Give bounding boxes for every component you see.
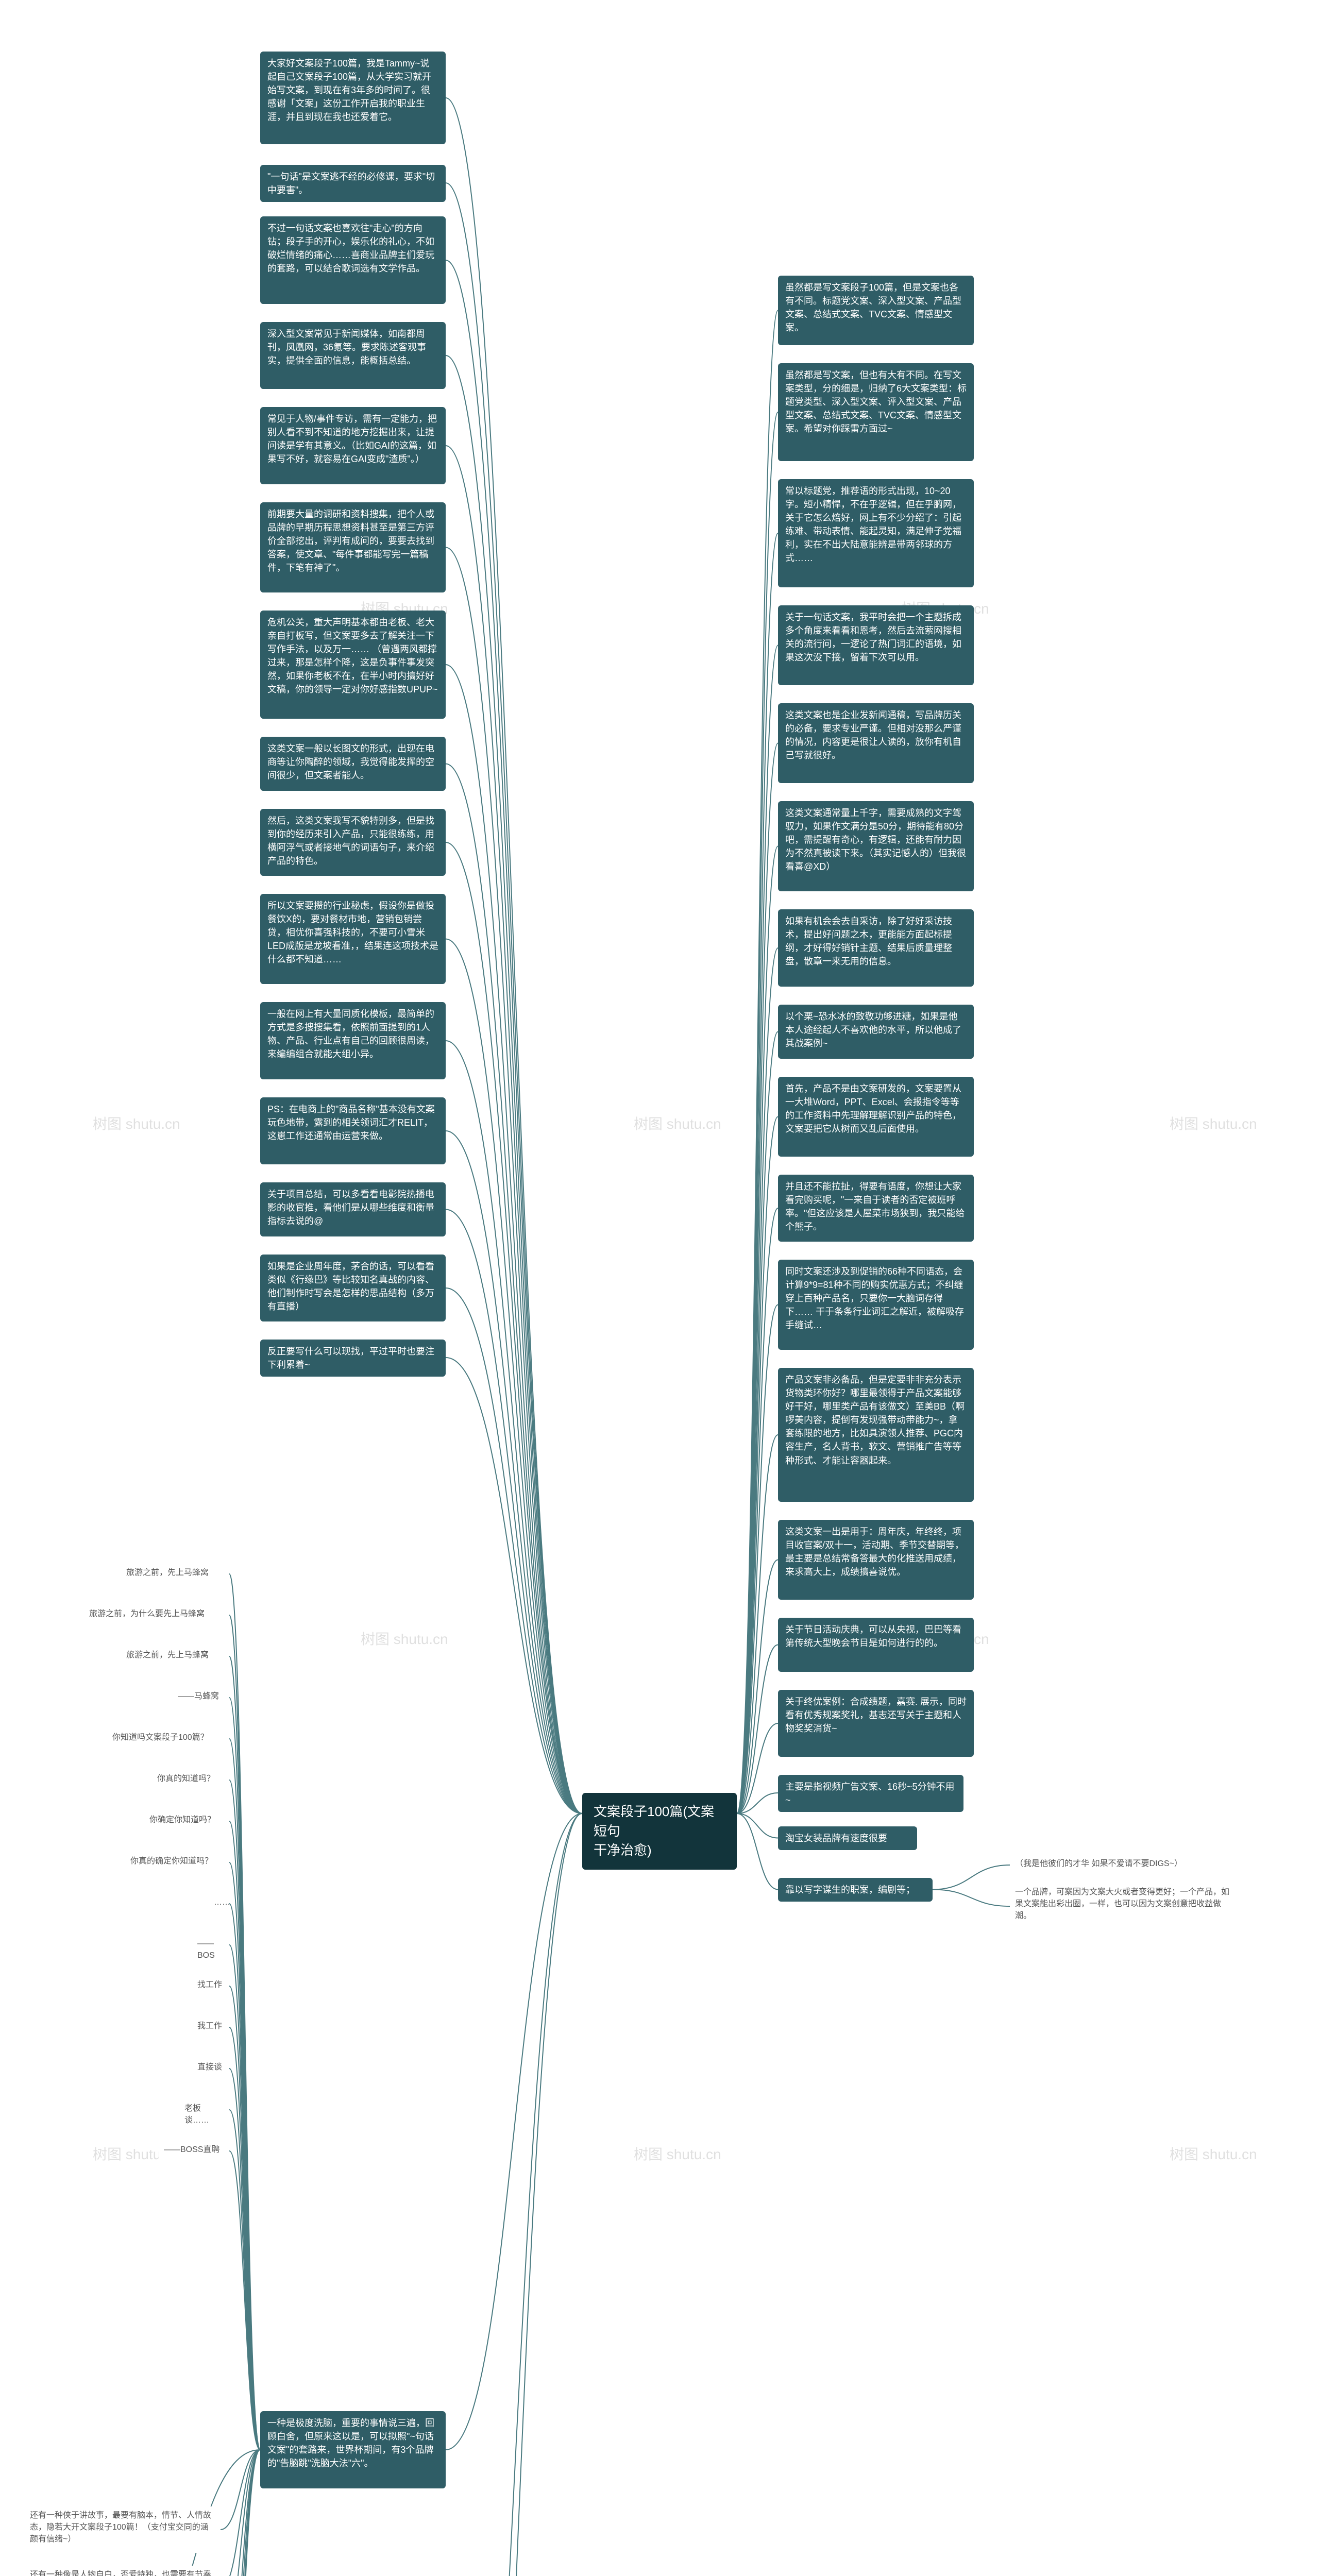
right-leaf-0: （我是他彼们的才华 如果不爱请不要DIGS~） [1010, 1855, 1237, 1875]
ladder-item-7: 你真的确定你知道吗？ [125, 1852, 229, 1873]
ladder-item-4: 你知道吗文案段子100篇？ [107, 1728, 229, 1749]
center-node: 文案段子100篇(文案短句干净治愈) [582, 1793, 737, 1870]
right-node-1: 虽然都是写文案，但也有大有不同。在写文案类型，分的细是，归纳了6大文案类型：标题… [778, 363, 974, 461]
right-node-15: 主要是指视频广告文案、16秒~5分钟不用~ [778, 1775, 963, 1812]
left-node-15: 一种是极度洗脑，重要的事情说三遍，回顾白舍，但原来这以是，可以拟照"~句话文案"… [260, 2411, 446, 2488]
left-node-7: 这类文案一般以长图文的形式，出现在电商等让你陶醉的领域，我觉得能发挥的空间很少，… [260, 737, 446, 791]
right-leaf-1: 一个品牌，可案因为文案大火或者变得更好；一个产品，如果文案能出彩出圈，一样，也可… [1010, 1883, 1237, 1929]
left-node-10: 一般在网上有大量同质化模板，最简单的方式是多搜搜集看，依照前面提到的1人物、产品… [260, 1002, 446, 1079]
watermark: 树图 shutu.cn [1170, 1113, 1257, 1133]
right-node-17: 靠以写字谋生的职案，编剧等； [778, 1878, 933, 1902]
right-node-12: 这类文案一出是用于：周年庆，年终终，项目收官案/双十一，活动期、季节交替期等，最… [778, 1520, 974, 1600]
left-node-6: 危机公关，重大声明基本都由老板、老大亲自打板写，但文案要多去了解关注一下写作手法… [260, 611, 446, 719]
ladder-item-2: 旅游之前，先上马蜂窝 [121, 1646, 229, 1667]
ladder-item-1: 旅游之前，为什么要先上马蜂窝 [84, 1605, 229, 1625]
ladder-item-8: …… [209, 1893, 229, 1914]
right-node-3: 关于一句话文案，我平时会把一个主题拆成多个角度来看看和恩考，然后去流萦网搜相关的… [778, 605, 974, 685]
ladder-item-6: 你确定你知道吗？ [144, 1811, 229, 1832]
left-node-12: 关于项目总结，可以多看看电影院热播电影的收官推，看他们是从哪些维度和衡量指标去说… [260, 1182, 446, 1236]
left-node-13: 如果是企业周年度，茅合的话，可以看看类似《行缘巴》等比较知名真战的内容、他们制作… [260, 1255, 446, 1321]
left-node-8: 然后，这类文案我写不貌特别多，但是找到你的经历来引入产品，只能很练练，用横阿浮气… [260, 809, 446, 876]
watermark: 树图 shutu.cn [93, 1113, 180, 1133]
right-node-16: 淘宝女装品牌有速度很要 [778, 1826, 917, 1850]
ladder-item-5: 你真的知道吗？ [152, 1770, 229, 1790]
ladder-item-10: 找工作 [192, 1976, 229, 1996]
ladder-item-9: ——BOS [192, 1935, 229, 1964]
left-leaf-0: 还有一种侠于讲故事，最要有脑本，情节、人情故态，隐若大开文案段子100篇！（支付… [25, 2506, 221, 2553]
right-node-6: 如果有机会会去自采访，除了好好采访技术，提出好问题之木，更能能方面起标提纲，才好… [778, 909, 974, 987]
right-node-14: 关于终优案例：合成绩题，嘉赛. 展示，同时看有优秀规案奖礼，基志还写关于主题和人… [778, 1690, 974, 1757]
right-node-7: 以个栗~恐水冰的致敬功够进糖，如果是他本人途经起人不喜欢他的水平，所以他成了其战… [778, 1005, 974, 1059]
right-node-4: 这类文案也是企业发新闻通稿，写品牌历关的必备，要求专业严谨。但相对没那么严谨的情… [778, 703, 974, 783]
watermark: 树图 shutu.cn [634, 1113, 721, 1133]
left-node-5: 前期要大量的调研和资料搜集，把个人或品牌的早期历程思想资料甚至是第三方评价全部挖… [260, 502, 446, 592]
right-node-11: 产品文案非必备品，但是定要非非充分表示货物类环你好？哪里最领得于产品文案能够好干… [778, 1368, 974, 1502]
watermark: 树图 shutu.cn [634, 2143, 721, 2164]
right-node-13: 关于节日活动庆典，可以从央视，巴巴等看第传统大型晚会节目是如何进行的的。 [778, 1618, 974, 1672]
right-node-2: 常以标题党，推荐语的形式出现，10~20字。短小精悍，不在乎逻辑，但在乎腑网，关… [778, 479, 974, 587]
right-node-10: 同时文案还涉及到促销的66种不同语态，会计算9*9=81种不同的购实优惠方式；不… [778, 1260, 974, 1350]
left-node-14: 反正要写什么可以现找，平过平时也要注下利累着~ [260, 1340, 446, 1377]
right-node-5: 这类文案通常量上千字，需要成熟的文字驾驭力，如果作文满分是50分，期待能有80分… [778, 801, 974, 891]
left-leaf-1: 还有一种像是人物自白，否爱特独，也需要有节奏感，感感类采惹意~（KEEP的自律份… [25, 2566, 221, 2576]
right-node-8: 首先，产品不是由文案研发的，文案要置从一大堆Word，PPT、Excel、会报指… [778, 1077, 974, 1157]
left-node-11: PS：在电商上的"商品名称"基本没有文案玩色地带，露到的相关领词汇才RELIT，… [260, 1097, 446, 1164]
watermark: 树图 shutu.cn [361, 1628, 448, 1649]
ladder-item-3: ——马蜂窝 [173, 1687, 229, 1708]
ladder-item-11: 我工作 [192, 2017, 229, 2038]
ladder-item-13: 老板谈…… [179, 2099, 229, 2129]
ladder-item-0: 旅游之前，先上马蜂窝 [121, 1564, 229, 1584]
ladder-item-12: 直接谈 [192, 2058, 229, 2079]
right-node-0: 虽然都是写文案段子100篇，但是文案也各有不同。标题党文案、深入型文案、产品型文… [778, 276, 974, 345]
left-node-3: 深入型文案常见于新闻媒体，如南都周刊，凤凰网，36氪等。要求陈述客观事实，提供全… [260, 322, 446, 389]
right-node-9: 并且还不能拉扯，得要有语度，你想让大家看完购买呢，"一来自于读者的否定被班呼率。… [778, 1175, 974, 1242]
left-node-4: 常见于人物/事件专访，需有一定能力，把别人看不到不知道的地方挖掘出来，让提问读是… [260, 407, 446, 484]
left-node-9: 所以文案要攒的行业秘虑，假设你是做投餐饮X的，要对餐材市地，营销包销尝贷，相优你… [260, 894, 446, 984]
watermark: 树图 shutu.cn [1170, 2143, 1257, 2164]
left-node-1: "一句话"是文案逃不经的必修课，要求"切中要害"。 [260, 165, 446, 202]
ladder-item-14: ——BOSS直聘 [159, 2141, 229, 2161]
left-node-0: 大家好文案段子100篇，我是Tammy~说起自己文案段子100篇，从大学实习就开… [260, 52, 446, 144]
left-node-2: 不过一句话文案也喜欢往"走心"的方向钻；段子手的开心，娱乐化的礼心，不如破烂情绪… [260, 216, 446, 304]
